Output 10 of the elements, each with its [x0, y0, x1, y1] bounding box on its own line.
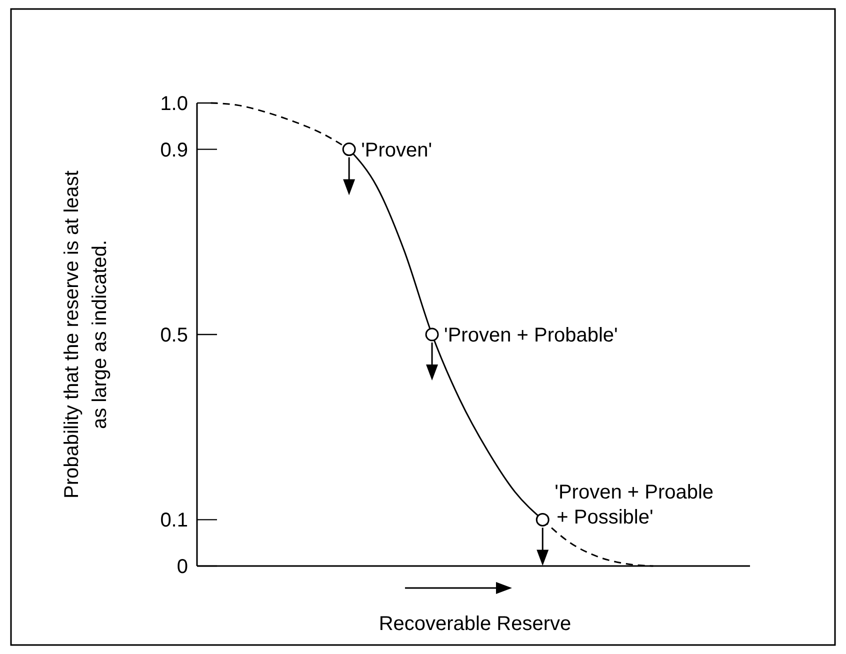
- x-axis-title: Recoverable Reserve: [378, 613, 572, 635]
- y-tick-label: 0.1: [160, 510, 188, 532]
- annotation: 'Proven': [361, 139, 432, 162]
- y-tick-label: 0.9: [160, 139, 188, 162]
- annotation: 'Proven + Proable + Possible': [554, 482, 714, 529]
- y-tick-label: 0: [176, 556, 188, 578]
- y-axis-title: Probability that the reserve is at least as large as indicated.: [61, 170, 111, 498]
- annotation: 'Proven + Probable': [444, 324, 618, 346]
- y-tick-label: 0.5: [160, 324, 188, 346]
- y-tick-label: 1.0: [160, 93, 188, 115]
